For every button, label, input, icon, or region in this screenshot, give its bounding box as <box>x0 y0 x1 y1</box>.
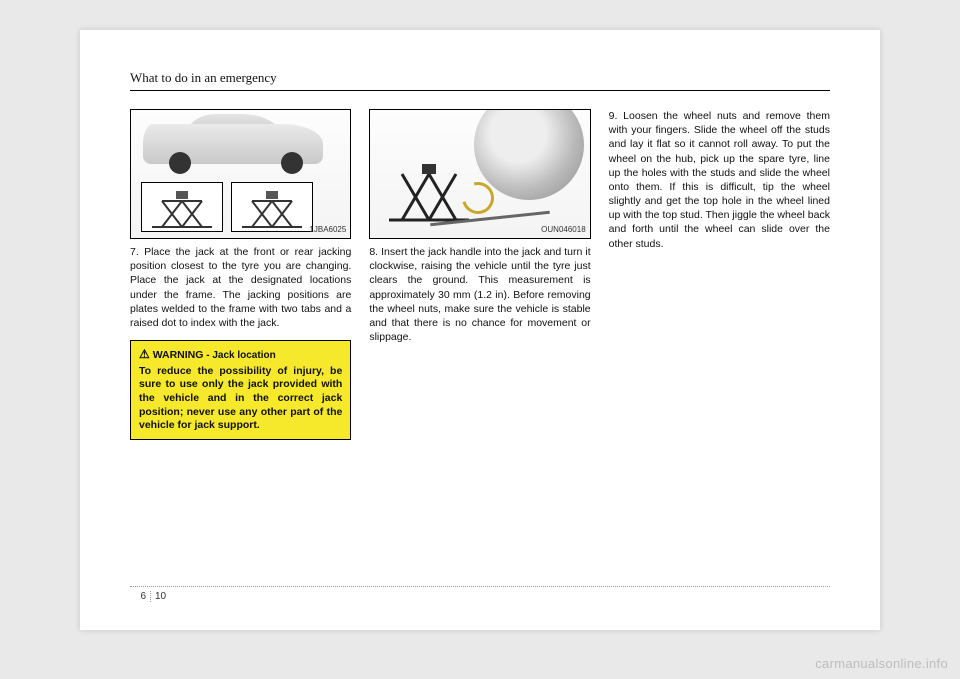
car-illustration <box>169 152 191 174</box>
warning-box: ⚠ WARNING - Jack location To reduce the … <box>130 340 351 440</box>
page-footer: 6 10 <box>130 586 830 602</box>
figure-jack-handle: OUN046018 <box>369 109 590 239</box>
column-3: 9. Loosen the wheel nuts and remove them… <box>609 109 830 440</box>
section-header: What to do in an emergency <box>130 70 830 91</box>
figure-label: OUN046018 <box>541 225 585 236</box>
jack-illustration <box>384 154 474 224</box>
column-2: OUN046018 8. Insert the jack handle into… <box>369 109 590 440</box>
step-7-text: 7. Place the jack at the front or rear j… <box>130 245 351 330</box>
watermark: carmanualsonline.info <box>815 656 948 671</box>
figure-jack-positions: 1JBA6025 <box>130 109 351 239</box>
page-number: 10 <box>155 591 166 602</box>
figure-label: 1JBA6025 <box>309 225 346 236</box>
content-columns: 1JBA6025 7. Place the jack at the front … <box>130 109 830 440</box>
jack-inset <box>231 182 313 232</box>
manual-page: What to do in an emergency <box>80 30 880 630</box>
step-8-text: 8. Insert the jack handle into the jack … <box>369 245 590 344</box>
warning-icon: ⚠ <box>139 347 150 361</box>
warning-subheading: - Jack location <box>203 350 275 361</box>
step-9-text: 9. Loosen the wheel nuts and remove them… <box>609 109 830 251</box>
section-number: 6 <box>130 591 151 602</box>
column-1: 1JBA6025 7. Place the jack at the front … <box>130 109 351 440</box>
warning-body: To reduce the possibility of injury, be … <box>139 365 342 433</box>
warning-heading: WARNING <box>153 349 204 361</box>
car-illustration <box>281 152 303 174</box>
jack-inset <box>141 182 223 232</box>
